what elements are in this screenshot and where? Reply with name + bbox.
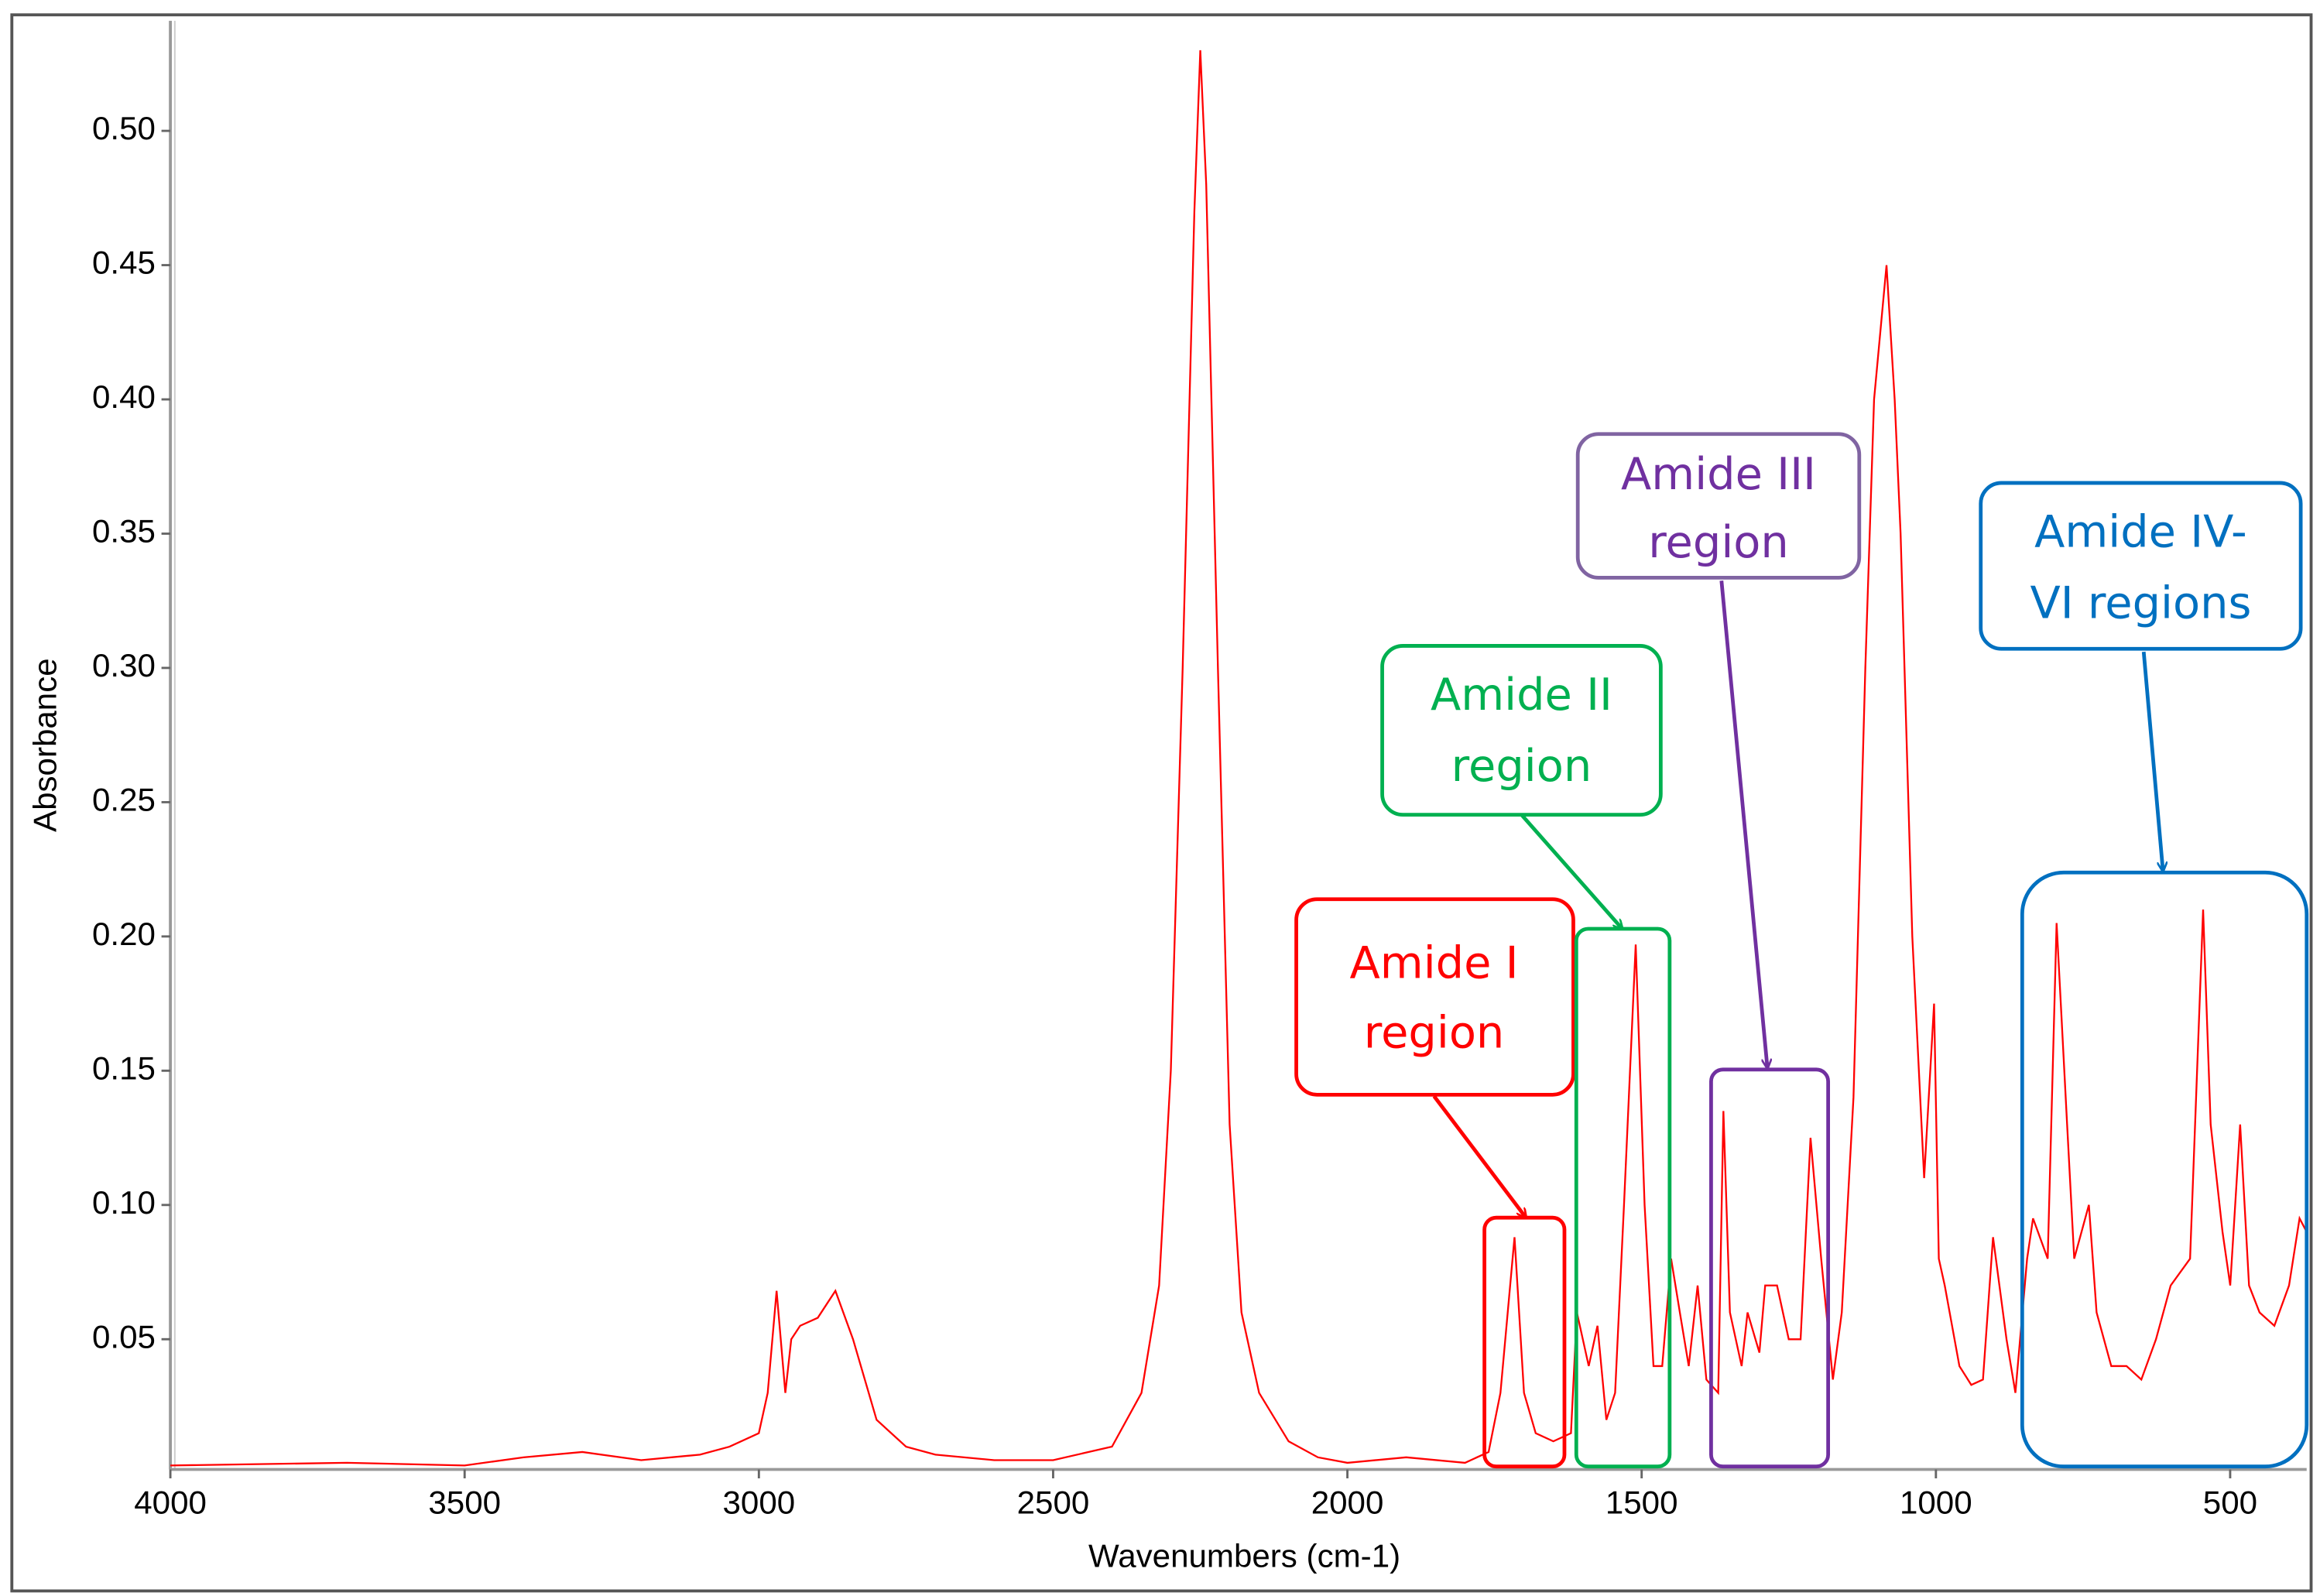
- x-tick-label: 4000: [134, 1485, 207, 1521]
- x-axis-title: Wavenumbers (cm-1): [1088, 1537, 1400, 1574]
- annotation-text: VI regions: [2030, 577, 2251, 628]
- y-tick-label: 0.15: [92, 1050, 156, 1086]
- annotation-box: [1979, 481, 2303, 651]
- annotation-box: [1575, 432, 1862, 580]
- y-tick-label: 0.35: [92, 513, 156, 550]
- y-tick-label: 0.45: [92, 245, 156, 281]
- annotation: Amide I region: [1294, 897, 1575, 1469]
- annotation-arrow: [1719, 581, 1767, 1068]
- annotation: Amide IV- VI regions: [1979, 481, 2309, 1469]
- x-tick-label: 1000: [1900, 1485, 1972, 1521]
- annotation: Amide II region: [1380, 644, 1672, 1469]
- outer-border: [10, 13, 2313, 1593]
- annotation: Amide III region: [1575, 432, 1862, 1469]
- y-tick-label: 0.25: [92, 782, 156, 818]
- annotation-text: Amide II: [1431, 669, 1612, 721]
- annotation-text: region: [1648, 516, 1789, 568]
- region-highlight: [1482, 1215, 1567, 1469]
- x-tick-label: 3500: [428, 1485, 501, 1521]
- region-highlight: [2020, 870, 2309, 1469]
- spectrum-line: [170, 50, 2308, 1467]
- annotation-arrow: [2141, 651, 2163, 871]
- x-tick-label: 2000: [1311, 1485, 1384, 1521]
- y-tick-label: 0.30: [92, 647, 156, 683]
- y-tick-label: 0.40: [92, 378, 156, 415]
- y-tick-label: 0.20: [92, 916, 156, 952]
- y-tick-label: 0.05: [92, 1318, 156, 1355]
- x-tick-label: 500: [2203, 1485, 2257, 1521]
- annotation-text: region: [1451, 740, 1592, 792]
- region-highlight: [1574, 926, 1672, 1469]
- annotation-text: Amide I: [1350, 937, 1519, 988]
- annotation-arrow: [1520, 813, 1622, 929]
- x-tick-label: 1500: [1605, 1485, 1678, 1521]
- annotation-arrow: [1432, 1094, 1527, 1218]
- annotation-text: Amide III: [1621, 448, 1816, 500]
- y-tick-label: 0.50: [92, 110, 156, 146]
- y-tick-label: 0.10: [92, 1184, 156, 1221]
- annotation-text: region: [1364, 1006, 1505, 1058]
- y-axis-title: Absorbance: [26, 658, 63, 832]
- x-tick-label: 2500: [1017, 1485, 1090, 1521]
- annotation-text: Amide IV-: [2034, 506, 2247, 558]
- region-highlight: [1709, 1067, 1831, 1469]
- x-tick-label: 3000: [723, 1485, 796, 1521]
- annotation-box: [1294, 897, 1575, 1097]
